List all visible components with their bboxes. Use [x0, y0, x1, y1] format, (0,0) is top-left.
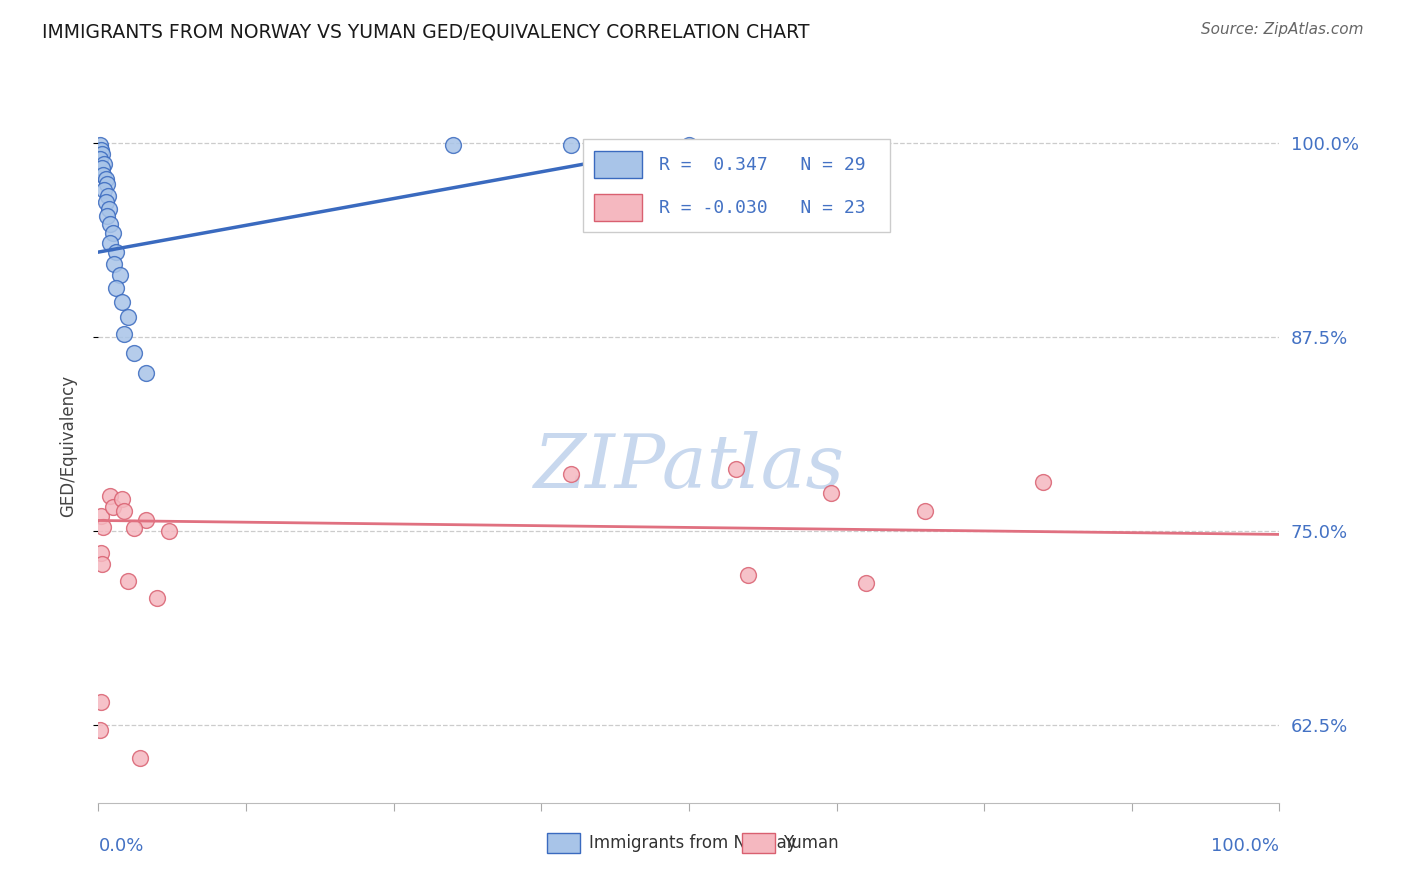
Point	[98, 235, 121, 250]
Point	[98, 489, 121, 503]
Point	[1032, 475, 1054, 489]
Point	[112, 327, 135, 342]
Text: ZIPatlas: ZIPatlas	[533, 431, 845, 504]
Point	[94, 172, 117, 186]
Y-axis label: GED/Equivalency: GED/Equivalency	[59, 375, 77, 517]
Text: R = -0.030   N = 23: R = -0.030 N = 23	[659, 199, 866, 217]
Point	[93, 183, 115, 197]
Point	[678, 138, 700, 153]
Point	[441, 138, 464, 153]
Point	[117, 574, 139, 588]
Point	[96, 177, 118, 191]
Point	[157, 524, 180, 539]
Point	[108, 268, 131, 283]
Point	[90, 143, 112, 157]
Point	[98, 202, 121, 216]
Point	[105, 245, 128, 260]
Point	[737, 567, 759, 582]
Point	[914, 504, 936, 518]
Point	[820, 485, 842, 500]
Point	[146, 591, 169, 605]
Point	[90, 695, 112, 709]
Point	[560, 138, 582, 153]
Point	[135, 366, 157, 380]
Point	[122, 346, 145, 360]
Point	[117, 310, 139, 325]
Point	[90, 508, 112, 523]
Point	[91, 147, 114, 161]
FancyBboxPatch shape	[595, 194, 641, 221]
FancyBboxPatch shape	[595, 152, 641, 178]
Text: Yuman: Yuman	[783, 834, 839, 852]
Point	[89, 152, 111, 166]
Point	[90, 546, 112, 560]
Point	[725, 462, 748, 476]
Point	[122, 521, 145, 535]
Point	[103, 258, 125, 272]
Point	[855, 575, 877, 590]
Text: Immigrants from Norway: Immigrants from Norway	[589, 834, 796, 852]
Point	[128, 751, 150, 765]
Point	[91, 557, 114, 571]
Point	[89, 723, 111, 737]
Point	[91, 168, 114, 182]
Text: IMMIGRANTS FROM NORWAY VS YUMAN GED/EQUIVALENCY CORRELATION CHART: IMMIGRANTS FROM NORWAY VS YUMAN GED/EQUI…	[42, 22, 810, 41]
Point	[101, 500, 124, 514]
Point	[93, 156, 115, 170]
Text: 100.0%: 100.0%	[1212, 837, 1279, 855]
FancyBboxPatch shape	[582, 139, 890, 232]
Point	[91, 161, 114, 176]
Text: 0.0%: 0.0%	[98, 837, 143, 855]
FancyBboxPatch shape	[547, 833, 581, 853]
Point	[96, 210, 118, 224]
Point	[91, 519, 114, 533]
Text: R =  0.347   N = 29: R = 0.347 N = 29	[659, 156, 866, 174]
Point	[112, 504, 135, 518]
Point	[111, 491, 134, 506]
Point	[560, 467, 582, 481]
Point	[89, 138, 111, 153]
Point	[94, 195, 117, 210]
Point	[105, 281, 128, 295]
FancyBboxPatch shape	[742, 833, 775, 853]
Point	[135, 513, 157, 527]
Point	[111, 294, 134, 309]
Point	[98, 217, 121, 231]
Point	[101, 227, 124, 241]
Text: Source: ZipAtlas.com: Source: ZipAtlas.com	[1201, 22, 1364, 37]
Point	[97, 189, 120, 203]
